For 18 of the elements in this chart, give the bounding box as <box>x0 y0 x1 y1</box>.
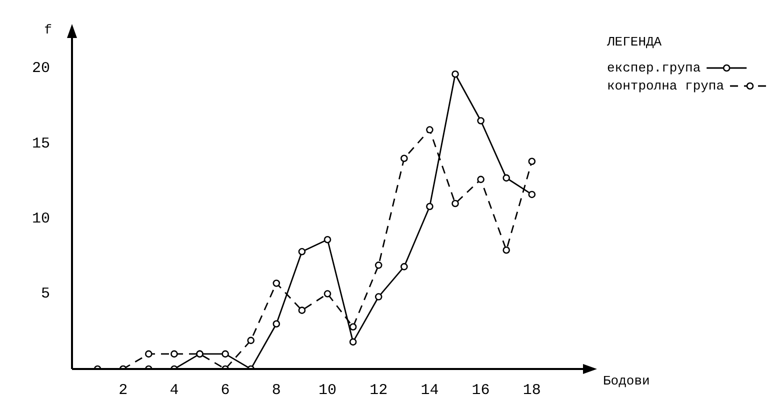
x-tick-label: 14 <box>420 382 439 399</box>
x-tick-label: 16 <box>472 382 490 399</box>
legend-title: ЛЕГЕНДА <box>606 34 662 50</box>
x-tick-label: 10 <box>318 382 337 399</box>
x-tick-label: 8 <box>272 382 281 399</box>
y-tick-label: 5 <box>40 286 50 303</box>
legend-label: експер.група <box>607 60 701 76</box>
x-tick-label: 12 <box>370 382 388 399</box>
y-tick-label: 20 <box>32 60 50 78</box>
x-tick-label: 6 <box>220 382 230 399</box>
x-axis-title: Бодови <box>603 373 650 388</box>
y-tick-label: 10 <box>32 210 50 228</box>
x-tick-label: 2 <box>118 382 128 399</box>
x-tick-label: 18 <box>522 382 541 399</box>
y-tick-label: 15 <box>32 135 50 152</box>
y-axis-title: f <box>44 22 52 38</box>
x-tick-label: 4 <box>170 382 179 399</box>
legend-label: контролна група <box>607 78 724 94</box>
